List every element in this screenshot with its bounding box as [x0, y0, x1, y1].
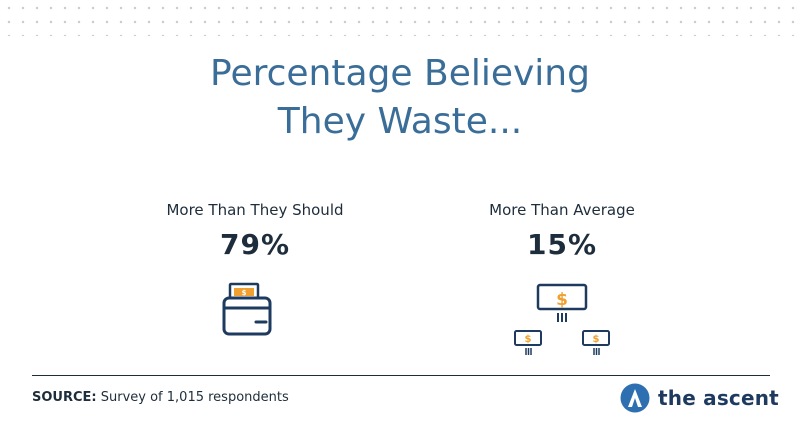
stat-more-than-average: More Than Average 15%: [432, 200, 692, 261]
brand-logo: the ascent: [620, 382, 779, 414]
source-label: SOURCE:: [32, 390, 97, 405]
svg-text:$: $: [242, 289, 247, 297]
stat-label: More Than They Should: [166, 201, 344, 219]
stat-value: 15%: [526, 228, 598, 261]
brand-wordmark: the ascent: [658, 386, 779, 410]
stat-value: 79%: [219, 228, 291, 261]
dollar-signs-icon: $ $ $: [514, 283, 610, 355]
source-text: Survey of 1,015 respondents: [100, 390, 289, 405]
stat-label: More Than Average: [489, 201, 635, 219]
svg-text:$: $: [556, 290, 568, 310]
svg-text:$: $: [593, 334, 600, 345]
dot-pattern-background: [0, 0, 800, 36]
chart-title-line-2: They Waste...: [277, 101, 523, 142]
wallet-with-cash-icon: $: [222, 282, 272, 336]
chart-title-line-1: Percentage Believing: [210, 53, 590, 94]
source-note: SOURCE: Survey of 1,015 respondents: [32, 390, 289, 405]
chart-title: Percentage Believing They Waste...: [0, 50, 800, 146]
footer-divider: [32, 375, 770, 376]
svg-text:$: $: [525, 334, 532, 345]
ascent-logo-icon: [620, 383, 650, 413]
stat-more-than-they-should: More Than They Should 79%: [125, 200, 385, 261]
